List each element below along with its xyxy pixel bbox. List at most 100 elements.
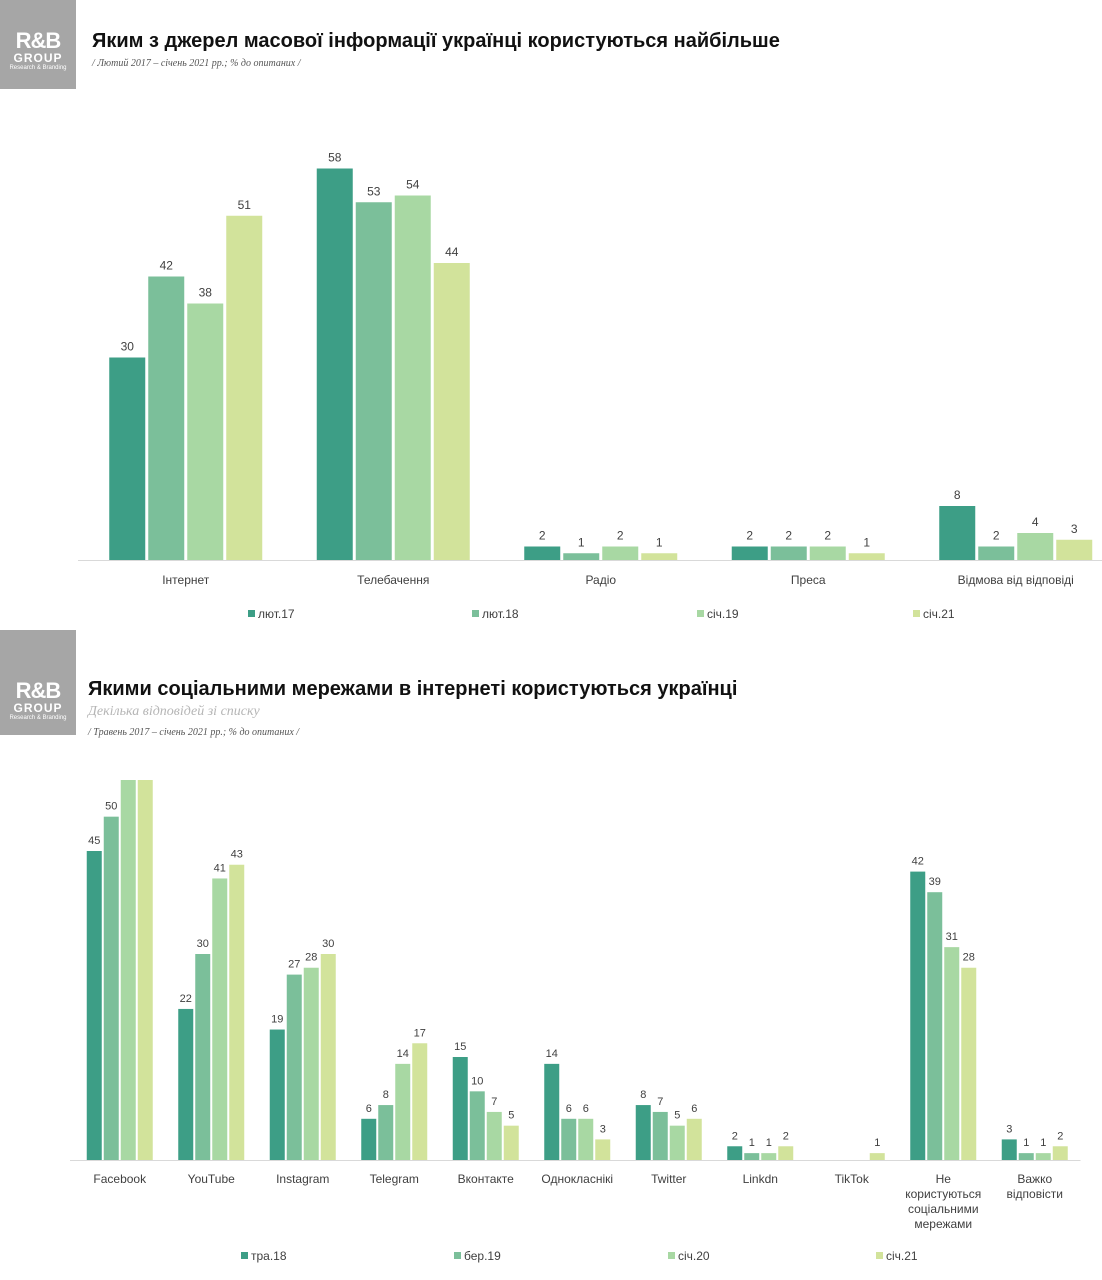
data-label: 6 xyxy=(583,1103,589,1115)
bar-facebook-січ-21 xyxy=(137,780,153,1160)
social-networks-chart: 45505859Facebook22304143YouTube19272830I… xyxy=(70,780,1081,1263)
tick-label-youtube: YouTube xyxy=(188,1172,235,1186)
tick-label-line: Радіо xyxy=(585,573,616,587)
bar-youtube-тра-18 xyxy=(178,1008,194,1160)
legend-label-лют-17: лют.17 xyxy=(258,607,295,621)
tick-label-важко-відповісти: Важко відповісти xyxy=(1007,1172,1063,1201)
bar-не-користуються-соціальними-мережами-січ-20 xyxy=(944,947,960,1160)
bar-радіо-січ-19 xyxy=(602,546,639,560)
bar-радіо-січ-21 xyxy=(641,553,678,560)
bar-інтернет-січ-19 xyxy=(187,303,224,560)
bar-linkdn-бер-19 xyxy=(744,1153,760,1160)
bar-instagram-бер-19 xyxy=(286,974,302,1160)
bar-facebook-тра-18 xyxy=(86,851,102,1160)
bar-однокласнікі-тра-18 xyxy=(544,1063,560,1160)
legend-swatch-січ-21 xyxy=(913,610,920,617)
bar-linkdn-січ-21 xyxy=(778,1146,794,1160)
bar-linkdn-тра-18 xyxy=(727,1146,743,1160)
tick-label-телебачення: Телебачення xyxy=(357,573,429,587)
data-label: 51 xyxy=(238,198,252,212)
tick-label-відмова-від-відповіді: Відмова від відповіді xyxy=(958,573,1074,587)
bar-радіо-лют-18 xyxy=(563,553,600,560)
data-label: 2 xyxy=(783,1130,789,1142)
legend-swatch-тра-18 xyxy=(241,1252,248,1259)
data-label: 53 xyxy=(367,184,381,198)
bar-телебачення-лют-18 xyxy=(355,202,392,560)
data-label: 2 xyxy=(539,529,546,543)
tick-label-line: відповісти xyxy=(1007,1187,1063,1201)
data-label: 15 xyxy=(454,1041,466,1053)
tick-label-line: Linkdn xyxy=(743,1172,778,1186)
data-label: 3 xyxy=(600,1123,606,1135)
bar-важко-відповісти-тра-18 xyxy=(1001,1139,1017,1160)
bar-telegram-січ-20 xyxy=(395,1063,411,1160)
tick-label-line: соціальними xyxy=(908,1202,979,1216)
data-label: 30 xyxy=(322,938,334,950)
tick-label-line: користуються xyxy=(905,1187,981,1201)
tick-label-line: Телебачення xyxy=(357,573,429,587)
tick-label-line: Преса xyxy=(791,573,826,587)
data-label: 5 xyxy=(674,1110,680,1122)
logo-tagline: Research & Branding xyxy=(9,715,67,721)
bar-instagram-січ-20 xyxy=(303,967,319,1160)
legend-label-січ-19: січ.19 xyxy=(707,607,739,621)
tick-label-однокласнікі: Однокласнікі xyxy=(541,1172,613,1186)
data-label: 28 xyxy=(963,952,975,964)
data-label: 4 xyxy=(1032,515,1039,529)
legend-label-січ-21: січ.21 xyxy=(886,1249,918,1263)
legend-swatch-лют-17 xyxy=(248,610,255,617)
data-label: 30 xyxy=(121,340,135,354)
tick-label-line: YouTube xyxy=(188,1172,235,1186)
logo-tagline: Research & Branding xyxy=(9,65,67,71)
bar-не-користуються-соціальними-мережами-січ-21 xyxy=(961,967,977,1160)
bar-радіо-лют-17 xyxy=(524,546,561,560)
bar-телебачення-лют-17 xyxy=(316,168,353,560)
tick-label-line: TikTok xyxy=(835,1172,870,1186)
legend-label-лют-18: лют.18 xyxy=(482,607,519,621)
bar-youtube-січ-20 xyxy=(212,878,228,1160)
bar-відмова-від-відповіді-лют-17 xyxy=(939,506,976,560)
legend-swatch-лют-18 xyxy=(472,610,479,617)
data-label: 27 xyxy=(288,959,300,971)
legend-label-тра-18: тра.18 xyxy=(251,1249,287,1263)
legend-label-бер-19: бер.19 xyxy=(464,1249,501,1263)
data-label: 8 xyxy=(954,488,961,502)
legend-label-січ-21: січ.21 xyxy=(923,607,955,621)
bar-не-користуються-соціальними-мережами-бер-19 xyxy=(927,892,943,1160)
data-label: 45 xyxy=(88,835,100,847)
tick-label-line: Інтернет xyxy=(162,573,210,587)
chart-hint: Декілька відповідей зі списку xyxy=(88,704,260,719)
bar-однокласнікі-січ-21 xyxy=(595,1139,611,1160)
bar-twitter-січ-21 xyxy=(686,1118,702,1160)
bar-instagram-січ-21 xyxy=(320,954,336,1160)
brand-logo: R&B GROUP Research & Branding xyxy=(0,0,76,89)
bar-однокласнікі-бер-19 xyxy=(561,1118,577,1160)
bar-twitter-січ-20 xyxy=(669,1125,685,1160)
data-label: 14 xyxy=(397,1048,409,1060)
bar-facebook-бер-19 xyxy=(103,816,119,1160)
logo-mark: R&B xyxy=(15,28,62,53)
data-label: 6 xyxy=(366,1103,372,1115)
data-label: 2 xyxy=(785,529,792,543)
tick-label-line: Twitter xyxy=(651,1172,686,1186)
tick-label-tiktok: TikTok xyxy=(835,1172,870,1186)
tick-label-line: Не xyxy=(936,1172,952,1186)
data-label: 1 xyxy=(578,535,585,549)
tick-label-line: Telegram xyxy=(370,1172,419,1186)
data-label: 3 xyxy=(1071,522,1078,536)
bar-інтернет-лют-18 xyxy=(148,276,185,560)
data-label: 42 xyxy=(160,259,174,273)
bar-linkdn-січ-20 xyxy=(761,1153,777,1160)
bar-youtube-бер-19 xyxy=(195,954,211,1160)
tick-label-інтернет: Інтернет xyxy=(162,573,210,587)
data-label: 14 xyxy=(546,1048,558,1060)
data-label: 30 xyxy=(197,938,209,950)
data-label: 1 xyxy=(749,1137,755,1149)
data-label: 3 xyxy=(1006,1123,1012,1135)
data-label: 43 xyxy=(231,849,243,861)
bar-вконтакте-бер-19 xyxy=(469,1091,485,1160)
data-label: 31 xyxy=(946,931,958,943)
tick-label-line: Instagram xyxy=(276,1172,329,1186)
data-label: 2 xyxy=(732,1130,738,1142)
bar-телебачення-січ-21 xyxy=(433,263,470,560)
